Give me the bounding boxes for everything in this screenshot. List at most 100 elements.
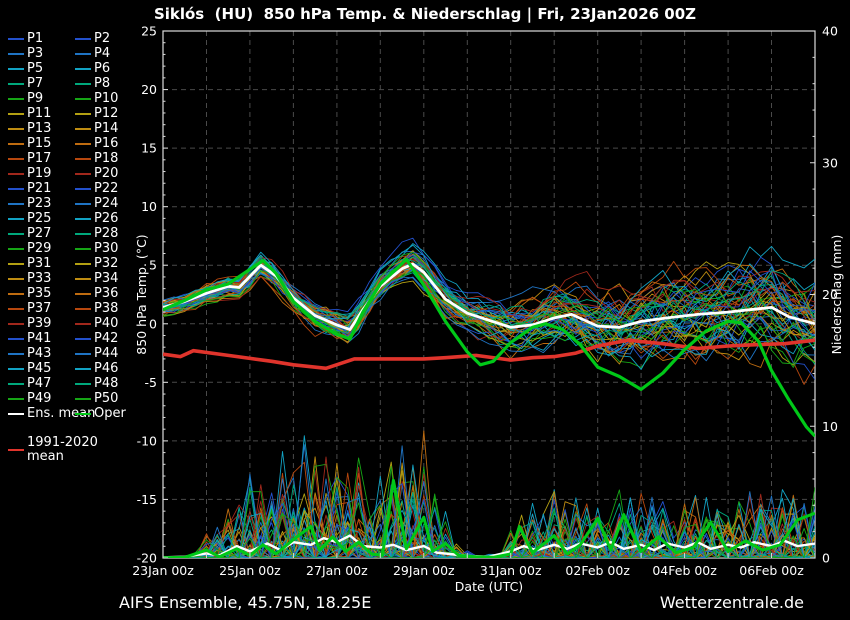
legend-item-member: P42 xyxy=(75,331,118,346)
legend-label: P45 xyxy=(27,361,52,376)
ensemble-member-precip-line xyxy=(163,463,815,558)
legend-line-swatch xyxy=(8,232,24,235)
legend-label: P7 xyxy=(27,76,44,91)
legend-item-member: P49 xyxy=(8,391,51,406)
precip-tick-label: 10 xyxy=(822,419,838,434)
legend-label: P22 xyxy=(94,181,119,196)
legend-line-swatch xyxy=(8,127,24,130)
legend-line-swatch xyxy=(8,67,24,70)
precip-tick-label: 30 xyxy=(822,155,838,170)
legend-label: P47 xyxy=(27,376,52,391)
legend-line-swatch xyxy=(8,412,24,415)
legend-label: P17 xyxy=(27,151,52,166)
legend-line-swatch xyxy=(75,292,91,295)
climate-mean-line xyxy=(163,338,815,371)
legend-line-swatch xyxy=(8,449,24,451)
x-axis-label: Date (UTC) xyxy=(455,579,523,594)
legend-label: P10 xyxy=(94,91,119,106)
ensemble-member-precip-line xyxy=(163,478,815,558)
legend-label: P50 xyxy=(94,391,119,406)
legend-item-member: P47 xyxy=(8,376,51,391)
legend-line-swatch xyxy=(75,277,91,280)
precip-axis-label: Niederschlag (mm) xyxy=(829,235,844,355)
legend-line-swatch xyxy=(8,322,24,325)
legend-item-member: P18 xyxy=(75,151,118,166)
legend-line-swatch xyxy=(8,307,24,310)
site-credit-label: Wetterzentrale.de xyxy=(659,593,804,612)
legend-label: P43 xyxy=(27,346,52,361)
legend-item-member: P36 xyxy=(75,286,118,301)
legend-label: P46 xyxy=(94,361,119,376)
ensemble-member-precip-line xyxy=(163,502,815,558)
legend-line-swatch xyxy=(75,337,91,340)
series-layer xyxy=(163,237,815,558)
ensemble-member-temp-line xyxy=(163,267,815,352)
legend-label: P40 xyxy=(94,316,119,331)
temp-tick-label: -10 xyxy=(137,433,157,448)
ensemble-member-temp-line xyxy=(163,244,815,358)
legend-label: P27 xyxy=(27,226,52,241)
temp-tick-label: -15 xyxy=(137,492,157,507)
legend-label: P41 xyxy=(27,331,52,346)
date-tick-label: 29Jan 00z xyxy=(393,563,455,578)
temp-tick-label: 25 xyxy=(141,24,157,39)
legend-item-member: P34 xyxy=(75,271,118,286)
legend-item-member: P2 xyxy=(75,31,110,46)
legend-label: P35 xyxy=(27,286,52,301)
legend-line-swatch xyxy=(75,67,91,70)
legend-line-swatch xyxy=(75,397,91,400)
legend-line-swatch xyxy=(75,157,91,160)
legend-line-swatch xyxy=(75,352,91,355)
legend-item-member: P28 xyxy=(75,226,118,241)
legend-item-member: P26 xyxy=(75,211,118,226)
legend-label: P26 xyxy=(94,211,119,226)
legend-item-member: P6 xyxy=(75,61,110,76)
legend-line-swatch xyxy=(8,187,24,190)
legend-item-member: P33 xyxy=(8,271,51,286)
legend-item-member: P32 xyxy=(75,256,118,271)
legend-line-swatch xyxy=(75,262,91,265)
legend-label: P19 xyxy=(27,166,52,181)
temp-tick-label: 5 xyxy=(149,258,157,273)
axis-ticks xyxy=(162,30,816,559)
legend-item-member: P35 xyxy=(8,286,51,301)
chart-title: Siklós (HU) 850 hPa Temp. & Niederschlag… xyxy=(153,5,697,23)
legend-label: P13 xyxy=(27,121,52,136)
legend-label: P11 xyxy=(27,106,52,121)
legend-label: P24 xyxy=(94,196,119,211)
ensemble-member-precip-line xyxy=(163,492,815,558)
legend-label: P34 xyxy=(94,271,119,286)
legend-item-member: P17 xyxy=(8,151,51,166)
temp-tick-label: 20 xyxy=(141,82,157,97)
legend-item-member: P48 xyxy=(75,376,118,391)
legend-line-swatch xyxy=(8,82,24,85)
temp-tick-label: 15 xyxy=(141,141,157,156)
legend-line-swatch xyxy=(75,322,91,325)
legend-item-member: P1 xyxy=(8,31,43,46)
ensemble-member-temp-line xyxy=(163,262,815,347)
legend-item-member: P45 xyxy=(8,361,51,376)
legend-label: P33 xyxy=(27,271,52,286)
tick-labels: -20 -15 -10 -5 0 5 10 15 20 25 0 10 20 30 40 23Jan 00z 2… xyxy=(132,24,844,595)
legend-line-swatch xyxy=(75,82,91,85)
legend-label: P32 xyxy=(94,256,119,271)
legend: P1 P2 P3 P4 P5 P6 P7 P8 P9 P10 P11 P12 P13 P14 P15 P16 P… xyxy=(0,0,163,520)
date-tick-label: 27Jan 00z xyxy=(306,563,368,578)
legend-label: P6 xyxy=(94,61,111,76)
legend-line-swatch xyxy=(8,157,24,160)
legend-line-swatch xyxy=(75,37,91,40)
legend-line-swatch xyxy=(75,412,91,415)
legend-item-member: P41 xyxy=(8,331,51,346)
temp-tick-label: 10 xyxy=(141,199,157,214)
ensemble-member-precip-line xyxy=(163,486,815,558)
ensemble-member-precip-line xyxy=(163,462,815,558)
ensemble-member-precip-line xyxy=(163,476,815,558)
legend-line-swatch xyxy=(8,367,24,370)
legend-line-swatch xyxy=(75,172,91,175)
legend-line-swatch xyxy=(8,112,24,115)
legend-line-swatch xyxy=(75,232,91,235)
legend-line-swatch xyxy=(8,292,24,295)
legend-line-swatch xyxy=(8,37,24,40)
ensemble-member-precip-line xyxy=(163,444,815,558)
